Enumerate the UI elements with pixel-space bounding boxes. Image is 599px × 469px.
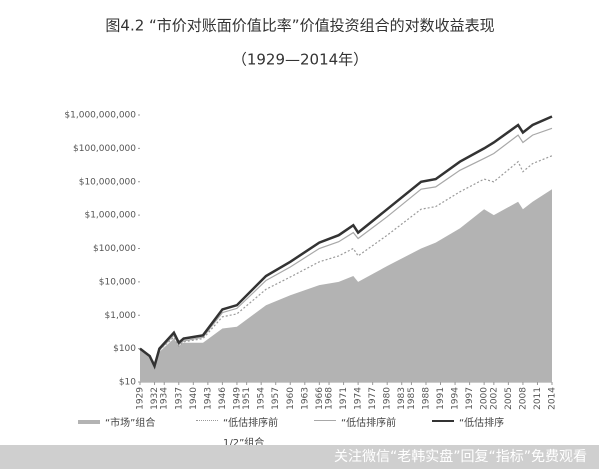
y-tick-label: $100 bbox=[113, 344, 136, 354]
x-tick-label: 1977 bbox=[368, 387, 378, 410]
x-tick-label: 2002 bbox=[489, 387, 499, 410]
x-tick-label: 1949 bbox=[232, 387, 242, 410]
x-tick-label: 1937 bbox=[174, 387, 184, 410]
y-tick-label: $1,000,000 bbox=[84, 211, 136, 221]
line bbox=[139, 155, 553, 366]
y-tick-label: $100,000,000 bbox=[73, 144, 136, 154]
legend-swatch bbox=[314, 420, 336, 421]
x-tick-label: 1954 bbox=[257, 387, 267, 410]
x-tick-label: 2005 bbox=[504, 387, 514, 410]
x-tick-label: 1988 bbox=[421, 387, 431, 410]
chart-title: 图4.2 “市价对账面价值比率”价值投资组合的对数收益表现 bbox=[105, 17, 494, 35]
legend-item: “低估排序前 bbox=[314, 414, 424, 454]
x-tick-label: 1994 bbox=[451, 387, 461, 410]
x-tick-label: 1960 bbox=[286, 387, 296, 410]
x-tick-label: 1940 bbox=[189, 387, 199, 410]
y-tick-label: $10,000,000 bbox=[79, 177, 137, 187]
x-tick-label: 2000 bbox=[480, 387, 490, 410]
x-tick-label: 1980 bbox=[383, 387, 393, 410]
x-tick-label: 1929 bbox=[136, 387, 146, 410]
y-tick-label: $1,000,000,000 bbox=[64, 111, 136, 121]
line bbox=[139, 115, 553, 370]
x-tick-label: 1974 bbox=[354, 387, 364, 410]
x-tick-label: 1934 bbox=[160, 387, 170, 410]
legend-item: “低估排序前1/2”组合 bbox=[196, 414, 306, 454]
legend-label: “低估排序 bbox=[459, 418, 505, 429]
y-tick-label: $10,000 bbox=[99, 277, 136, 287]
x-tick-label: 1991 bbox=[436, 387, 446, 410]
chart-subtitle: （1929—2014年） bbox=[232, 51, 368, 69]
x-tick-label: 2008 bbox=[518, 387, 528, 410]
x-tick-label: 1957 bbox=[271, 387, 281, 410]
x-tick-label: 2011 bbox=[533, 387, 543, 410]
y-tick-label: $10 bbox=[119, 378, 136, 388]
footer: 关注微信“老韩实盘”回复“指标”免费观看 bbox=[0, 445, 599, 469]
legend-swatch bbox=[196, 420, 218, 421]
x-tick-label: 1946 bbox=[218, 387, 228, 410]
legend-item: “低估排序 bbox=[432, 414, 542, 454]
x-tick-label: 1932 bbox=[150, 387, 160, 410]
x-tick-label: 1985 bbox=[407, 387, 417, 410]
x-tick-label: 1971 bbox=[339, 387, 349, 410]
x-tick-label: 1968 bbox=[325, 387, 335, 410]
legend-label: “低估排序前1/2”组合 bbox=[223, 418, 279, 449]
area bbox=[140, 189, 552, 382]
legend: “市场”组合 “低估排序前1/2”组合 “低估排序前 “低估排序 bbox=[78, 414, 542, 454]
legend-label: “低估排序前 bbox=[341, 418, 397, 429]
legend-label: “市场”组合 bbox=[105, 418, 156, 429]
legend-item: “市场”组合 bbox=[78, 414, 188, 454]
x-tick-label: 1983 bbox=[397, 387, 407, 410]
x-tick-label: 1966 bbox=[315, 387, 325, 410]
x-tick-label: 1943 bbox=[203, 387, 213, 410]
y-tick-label: $100,000 bbox=[93, 244, 136, 254]
legend-swatch bbox=[78, 420, 100, 424]
y-tick-label: $1,000 bbox=[105, 311, 137, 321]
x-tick-label: 1951 bbox=[242, 387, 252, 410]
x-tick-label: 1997 bbox=[465, 387, 475, 410]
x-tick-label: 1963 bbox=[300, 387, 310, 410]
x-tick-label: 2014 bbox=[548, 387, 558, 410]
legend-swatch bbox=[432, 420, 454, 422]
